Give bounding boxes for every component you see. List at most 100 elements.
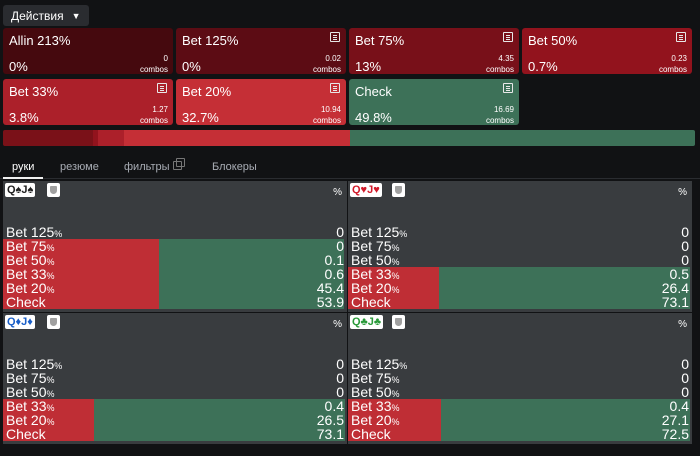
hand-card-chip: Q♠J♠ — [5, 183, 36, 197]
document-icon[interactable] — [330, 83, 340, 93]
strategy-row-value: 0 — [336, 384, 344, 400]
check-fill — [94, 399, 345, 413]
strategy-row-label: Bet 20% — [351, 280, 400, 296]
action-fill — [348, 267, 439, 281]
document-icon[interactable] — [676, 32, 686, 42]
strategy-row-value: 27.1 — [661, 412, 689, 428]
action-tile-percent: 49.8% — [355, 110, 392, 125]
action-tile-combos: 1.27 — [152, 105, 168, 114]
action-fill — [3, 239, 159, 253]
frequency-segment — [97, 130, 125, 146]
check-fill — [94, 427, 345, 441]
strategy-row-label: Bet 33% — [6, 398, 55, 414]
strategy-row-value: 26.5 — [316, 412, 344, 428]
tab-summary[interactable]: резюме — [60, 161, 99, 173]
strategy-row: Bet 20% 45.4 — [3, 281, 347, 295]
shield-icon[interactable] — [392, 183, 405, 197]
hand-panel[interactable]: Q♥J♥% Bet 125% 0 Bet 75% 0 Bet 50% 0 Bet 33% 0.5… — [348, 181, 692, 312]
action-fill — [3, 413, 94, 427]
check-fill — [439, 295, 690, 309]
action-tile-combos-unit: combos — [139, 116, 168, 125]
action-tile[interactable]: Check 49.8% 16.69 combos — [349, 79, 519, 125]
shield-icon[interactable] — [47, 183, 60, 197]
strategy-row-value: 0.5 — [669, 266, 689, 282]
strategy-row-value: 0 — [681, 224, 689, 240]
strategy-rows: Bet 125% 0 Bet 75% 0 Bet 50% 0.1 Bet 33% 0.6 Bet… — [3, 225, 347, 309]
copy-icon[interactable] — [173, 158, 185, 170]
strategy-row-value: 0 — [681, 238, 689, 254]
active-tab-indicator — [3, 177, 43, 179]
document-icon[interactable] — [503, 83, 513, 93]
check-fill — [159, 253, 344, 267]
strategy-row-value: 45.4 — [316, 280, 344, 296]
strategy-row-value: 0 — [336, 356, 344, 372]
action-fill — [3, 281, 159, 295]
check-fill — [441, 427, 690, 441]
frequency-segment — [3, 130, 93, 146]
strategy-row-value: 72.5 — [661, 426, 689, 442]
action-tile[interactable]: Bet 50% 0.7% 0.23 combos — [522, 28, 692, 74]
action-tile-combos-unit: combos — [139, 65, 168, 74]
shield-icon[interactable] — [47, 315, 60, 329]
strategy-row-label: Bet 33% — [6, 266, 55, 282]
action-tile-combos-unit: combos — [312, 65, 341, 74]
hand-panel[interactable]: Q♦J♦% Bet 125% 0 Bet 75% 0 Bet 50% 0 Bet 33% 0.4… — [3, 313, 347, 444]
strategy-row-value: 53.9 — [316, 294, 344, 310]
action-fill — [3, 399, 94, 413]
strategy-row: Check 73.1 — [348, 295, 692, 309]
strategy-row-value: 0 — [336, 224, 344, 240]
action-tile[interactable]: Allin 213% 0% 0 combos — [3, 28, 173, 74]
tab-filters[interactable]: фильтры — [124, 161, 170, 173]
strategy-row: Check 53.9 — [3, 295, 347, 309]
action-tile[interactable]: Bet 20% 32.7% 10.94 combos — [176, 79, 346, 125]
strategy-row: Bet 50% 0 — [3, 385, 347, 399]
strategy-rows: Bet 125% 0 Bet 75% 0 Bet 50% 0 Bet 33% 0.5 Bet 2… — [348, 225, 692, 309]
strategy-row-value: 26.4 — [661, 280, 689, 296]
actions-dropdown-button[interactable]: Действия ▼ — [3, 5, 89, 26]
check-fill — [441, 413, 690, 427]
action-tile-name: Bet 33% — [9, 84, 59, 99]
action-tile-name: Allin 213% — [9, 33, 71, 48]
shield-icon[interactable] — [392, 315, 405, 329]
action-tiles: Allin 213% 0% 0 combos Bet 125% 0% 0.02 combos B… — [3, 28, 695, 128]
strategy-row: Bet 75% 0 — [3, 371, 347, 385]
document-icon[interactable] — [157, 83, 167, 93]
action-tile-percent: 32.7% — [182, 110, 219, 125]
hand-panel[interactable]: Q♠J♠% Bet 125% 0 Bet 75% 0 Bet 50% 0.1 Bet 33% 0… — [3, 181, 347, 312]
action-tile-percent: 13% — [355, 59, 382, 74]
strategy-row: Bet 75% 0 — [348, 239, 692, 253]
document-icon[interactable] — [503, 32, 513, 42]
strategy-row-label: Bet 75% — [6, 370, 55, 386]
strategy-row: Bet 20% 26.5 — [3, 413, 347, 427]
strategy-row-value: 0 — [681, 356, 689, 372]
tab-hands[interactable]: руки — [12, 161, 35, 173]
action-tile-combos: 0.02 — [325, 54, 341, 63]
check-fill — [441, 399, 690, 413]
action-tile-combos: 0 — [163, 54, 168, 63]
strategy-rows: Bet 125% 0 Bet 75% 0 Bet 50% 0 Bet 33% 0.4 Bet 2… — [348, 357, 692, 441]
strategy-row-label: Check — [6, 294, 46, 310]
document-icon[interactable] — [330, 32, 340, 42]
strategy-row: Bet 33% 0.6 — [3, 267, 347, 281]
action-tile-percent: 0% — [182, 59, 201, 74]
check-fill — [159, 295, 344, 309]
check-fill — [159, 239, 344, 253]
action-tile[interactable]: Bet 125% 0% 0.02 combos — [176, 28, 346, 74]
strategy-row: Bet 20% 26.4 — [348, 281, 692, 295]
check-fill — [439, 281, 690, 295]
check-fill — [94, 413, 345, 427]
tab-blockers[interactable]: Блокеры — [212, 161, 257, 173]
action-tile[interactable]: Bet 75% 13% 4.35 combos — [349, 28, 519, 74]
action-fill — [3, 267, 159, 281]
strategy-row: Bet 33% 0.4 — [3, 399, 347, 413]
strategy-row: Bet 125% 0 — [3, 357, 347, 371]
strategy-row-label: Check — [6, 426, 46, 442]
action-tile[interactable]: Bet 33% 3.8% 1.27 combos — [3, 79, 173, 125]
hand-card-chip: Q♦J♦ — [5, 315, 35, 329]
hand-panel[interactable]: Q♣J♣% Bet 125% 0 Bet 75% 0 Bet 50% 0 Bet 33% 0.4… — [348, 313, 692, 444]
action-tile-combos: 0.23 — [671, 54, 687, 63]
strategy-row-label: Bet 50% — [6, 384, 55, 400]
strategy-row-label: Bet 75% — [351, 238, 400, 254]
strategy-row-label: Bet 125% — [6, 224, 63, 240]
